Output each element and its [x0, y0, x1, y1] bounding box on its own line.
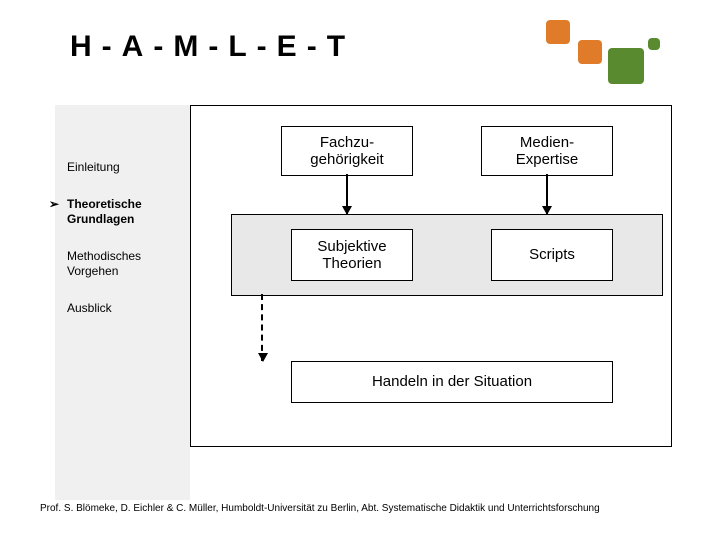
diagram-area: Fachzu- gehörigkeit Medien- Expertise Subj…	[190, 105, 672, 447]
footer-text: Prof. S. Blömeke, D. Eichler & C. Müller…	[40, 503, 680, 514]
box-subjektive-theorien: Subjektive Theorien	[291, 229, 413, 281]
box-fachzugehoerigkeit: Fachzu- gehörigkeit	[281, 126, 413, 176]
title-separator: -	[102, 30, 114, 63]
slide-title: H-A-M-L-E-T	[70, 30, 347, 64]
arrow-down	[346, 174, 348, 214]
deco-square	[608, 48, 644, 84]
nav-item[interactable]: Methodisches Vorgehen	[67, 249, 190, 279]
box-handeln: Handeln in der Situation	[291, 361, 613, 403]
title-letter: H	[70, 30, 94, 63]
title-separator: -	[208, 30, 220, 63]
box-medien-expertise: Medien- Expertise	[481, 126, 613, 176]
title-separator: -	[257, 30, 269, 63]
title-letter: L	[228, 30, 248, 63]
arrow-down	[546, 174, 548, 214]
deco-square	[648, 38, 660, 50]
arrow-down-dashed	[261, 294, 263, 361]
nav-item[interactable]: Theoretische Grundlagen	[67, 197, 190, 227]
deco-square	[546, 20, 570, 44]
title-letter: T	[327, 30, 347, 63]
deco-square	[578, 40, 602, 64]
title-separator: -	[153, 30, 165, 63]
slide: H-A-M-L-E-T EinleitungTheoretische Grund…	[0, 0, 720, 540]
nav-item[interactable]: Ausblick	[67, 301, 190, 316]
nav-sidebar: Einleitung Theoretische Grundlagen Methodi…	[55, 105, 190, 500]
title-separator: -	[307, 30, 319, 63]
box-scripts: Scripts	[491, 229, 613, 281]
title-letter: E	[277, 30, 299, 63]
nav-item[interactable]: Einleitung	[67, 160, 190, 175]
title-letter: A	[122, 30, 146, 63]
title-letter: M	[173, 30, 200, 63]
